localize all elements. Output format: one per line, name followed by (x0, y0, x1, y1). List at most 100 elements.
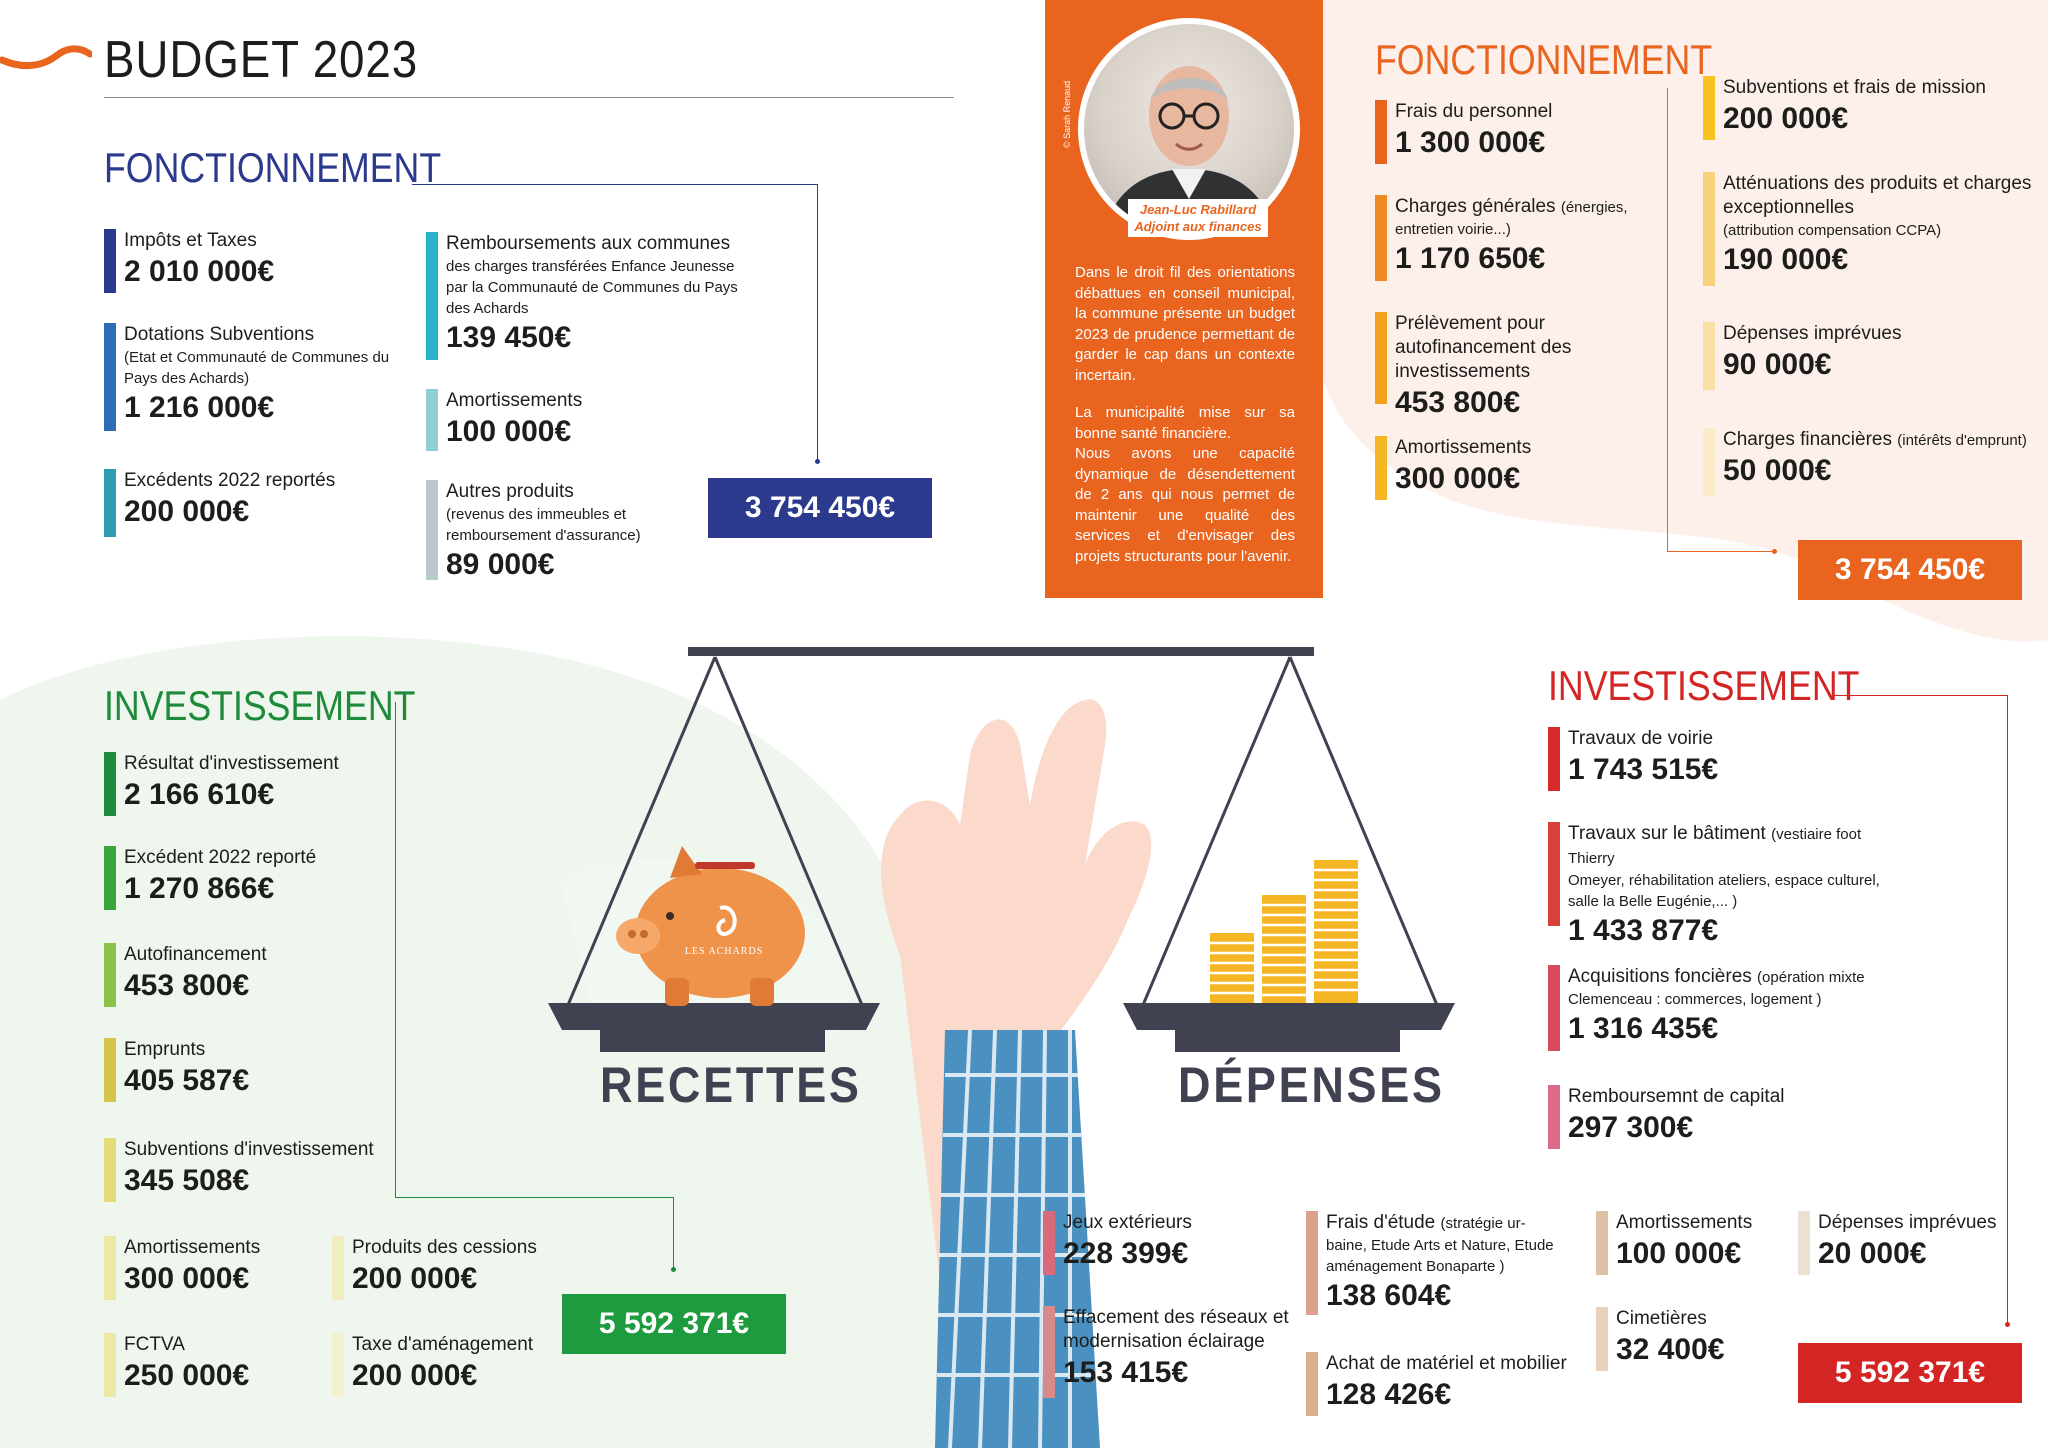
item-label: Remboursements aux communes (446, 233, 731, 254)
item-label: Jeux extérieurs (1063, 1212, 1192, 1233)
item-amount: 50 000€ (1723, 454, 1832, 487)
item-amount: 200 000€ (352, 1262, 478, 1295)
connector-line (817, 184, 818, 462)
item-sub: des charges transférées Enfance Jeunesse… (446, 258, 738, 317)
depenses-label: DÉPENSES (1178, 1057, 1445, 1113)
item-label: Achat de matériel et mobilier (1326, 1353, 1567, 1374)
item-label: Autofinancement (124, 944, 267, 965)
item-amount: 453 800€ (1395, 386, 1521, 419)
item-color-bar (104, 1333, 116, 1397)
item-label: Dépenses imprévues (1723, 323, 1902, 344)
item-color-bar (426, 480, 438, 580)
item-label: Charges générales (1395, 196, 1556, 217)
item-label: Subventions et frais de mission (1723, 77, 1986, 98)
item-amount: 1 216 000€ (124, 391, 275, 424)
recette-item-dotations: Dotations Subventions (Etat et Communaut… (104, 323, 394, 431)
item-amount: 20 000€ (1818, 1237, 1927, 1270)
adjoint-caption: Jean-Luc Rabillard Adjoint aux finances (1128, 199, 1268, 237)
item-label: Excédents 2022 reportés (124, 470, 336, 491)
item-amount: 1 743 515€ (1568, 753, 1719, 786)
connector-dot (1772, 549, 1777, 554)
item-label: Dépenses imprévues (1818, 1212, 1997, 1233)
item-sub: (revenus des immeubles et remboursement … (446, 506, 641, 544)
item-amount: 300 000€ (1395, 462, 1521, 495)
item-color-bar (1703, 76, 1715, 140)
item-label: Amortissements (1395, 437, 1532, 458)
connector-line (2007, 695, 2008, 1325)
depense-item-charges-generales: Charges générales (énergies, entretien v… (1375, 195, 1645, 281)
item-amount: 128 426€ (1326, 1378, 1452, 1411)
item-amount: 297 300€ (1568, 1111, 1694, 1144)
item-color-bar (1703, 428, 1715, 496)
recette-inv-item-fctva: FCTVA 250 000€ (104, 1333, 304, 1397)
item-label: Excédent 2022 reporté (124, 847, 317, 868)
page-title: BUDGET 2023 (104, 31, 419, 89)
recette-inv-item-cessions: Produits des cessions 200 000€ (332, 1236, 552, 1300)
item-color-bar (332, 1333, 344, 1397)
item-label: Taxe d'aménagement (352, 1334, 534, 1355)
item-color-bar (1043, 1211, 1055, 1275)
item-sub: Clemenceau : commerces, logement ) (1568, 991, 1822, 1008)
connector-dot (671, 1267, 676, 1272)
item-label: Travaux sur le bâtiment (1568, 823, 1766, 844)
recette-inv-item-autofinancement: Autofinancement 453 800€ (104, 943, 364, 1007)
item-label: Charges financières (1723, 429, 1892, 450)
item-color-bar (1596, 1211, 1608, 1275)
depense-inv-item-remboursement: Remboursemnt de capital 297 300€ (1548, 1085, 1828, 1149)
depense-inv-item-amortissements: Amortissements 100 000€ (1596, 1211, 1776, 1275)
connector-line (673, 1197, 674, 1269)
item-amount: 100 000€ (446, 415, 572, 448)
item-amount: 200 000€ (352, 1359, 478, 1392)
item-amount: 138 604€ (1326, 1279, 1452, 1312)
item-amount: 200 000€ (124, 495, 250, 528)
item-amount: 250 000€ (124, 1359, 250, 1392)
depense-item-depenses-imprevues: Dépenses imprévues 90 000€ (1703, 322, 1963, 390)
item-label: Amortissements (1616, 1212, 1753, 1233)
scale-illustration (548, 647, 1455, 1448)
recette-inv-item-subventions: Subventions d'investissement 345 508€ (104, 1138, 384, 1202)
item-color-bar (1703, 322, 1715, 390)
recette-inv-item-excedent: Excédent 2022 reporté 1 270 866€ (104, 846, 384, 910)
recettes-label: RECETTES (600, 1057, 862, 1113)
item-amount: 32 400€ (1616, 1333, 1725, 1366)
item-color-bar (1375, 436, 1387, 500)
depense-inv-item-batiment: Travaux sur le bâtiment (vestiaire foot … (1548, 822, 1908, 947)
recette-item-amortissements: Amortissements 100 000€ (426, 389, 686, 451)
item-color-bar (1306, 1211, 1318, 1315)
connector-line (1667, 88, 1668, 551)
photo-credit: © Sarah Renaud (1062, 80, 1072, 148)
recette-inv-item-resultat: Résultat d'investissement 2 166 610€ (104, 752, 384, 816)
recette-inv-item-amortissements: Amortissements 300 000€ (104, 1236, 304, 1300)
connector-line (395, 702, 396, 1198)
depense-inv-item-frais-etude: Frais d'étude (stratégie ur- baine, Etud… (1306, 1211, 1556, 1315)
item-label: Frais du personnel (1395, 101, 1553, 122)
item-color-bar (1375, 100, 1387, 164)
item-color-bar (104, 469, 116, 537)
item-label: Dotations Subventions (124, 324, 315, 345)
depense-inv-item-acquisitions: Acquisitions foncières (opération mixte … (1548, 965, 1908, 1051)
depenses-fonctionnement-title: FONCTIONNEMENT (1375, 36, 1713, 83)
item-label: Autres produits (446, 481, 574, 502)
depense-item-attenuations: Atténuations des produits et charges exc… (1703, 172, 2031, 286)
adjoint-paragraph-2: La municipalité mise sur sa bonne santé … (1075, 404, 1295, 442)
adjoint-paragraph-3: Nous avons une capacité dynamique de dés… (1075, 445, 1295, 565)
item-amount: 190 000€ (1723, 243, 1849, 276)
item-color-bar (104, 1038, 116, 1102)
item-amount: 300 000€ (124, 1262, 250, 1295)
item-color-bar (1596, 1307, 1608, 1371)
item-label: Amortissements (446, 390, 583, 411)
item-color-bar (1306, 1352, 1318, 1416)
item-color-bar (104, 752, 116, 816)
item-amount: 2 010 000€ (124, 255, 275, 288)
item-color-bar (1375, 312, 1387, 404)
item-amount: 90 000€ (1723, 348, 1832, 381)
item-amount: 345 508€ (124, 1164, 250, 1197)
item-color-bar (1798, 1211, 1810, 1275)
item-label: Prélèvement pour autofinancement des inv… (1395, 313, 1572, 382)
recettes-fonctionnement-title: FONCTIONNEMENT (104, 144, 442, 191)
depense-inv-item-materiel: Achat de matériel et mobilier 128 426€ (1306, 1352, 1576, 1416)
item-color-bar (104, 229, 116, 293)
item-amount: 153 415€ (1063, 1356, 1189, 1389)
item-label: Frais d'étude (1326, 1212, 1436, 1233)
